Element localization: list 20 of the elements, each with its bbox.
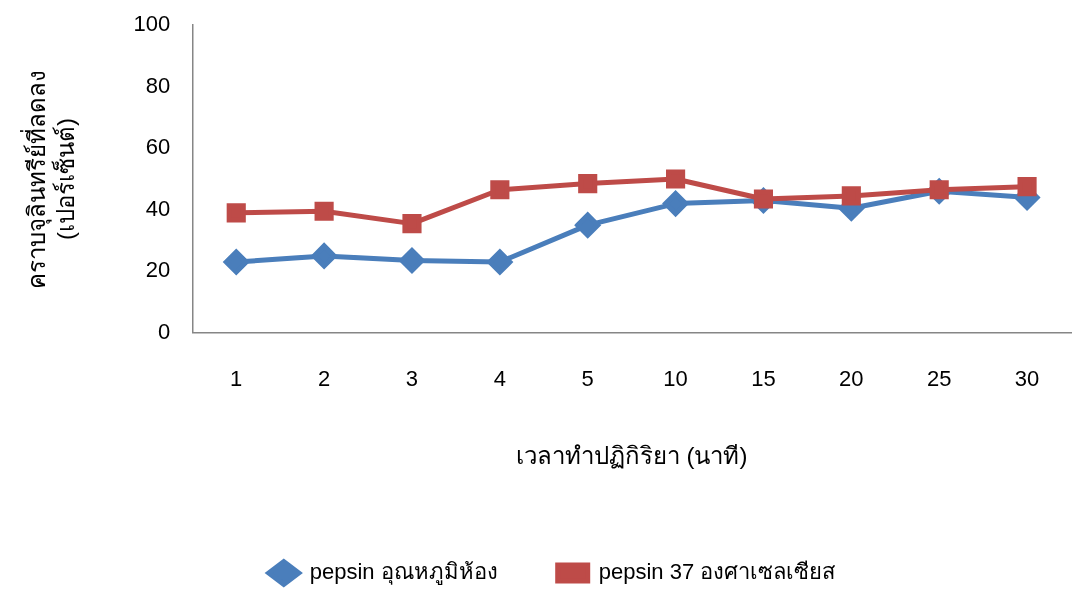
x-tick-label: 5 [581, 366, 594, 392]
x-tick-label: 3 [405, 366, 419, 392]
x-tick-label: 20 [839, 366, 864, 392]
legend-label: pepsin อุณหภูมิห้อง [309, 559, 498, 586]
y-tick-label: 40 [145, 195, 171, 221]
legend-label: pepsin 37 องศาเซลเซียส [598, 559, 837, 585]
y-tick-label: 20 [145, 257, 171, 283]
x-tick-label: 2 [317, 366, 331, 392]
y-tick-label: 80 [145, 72, 171, 98]
x-tick-label: 1 [230, 366, 243, 392]
y-tick-label: 60 [145, 134, 171, 160]
x-tick-label: 25 [926, 366, 952, 392]
y-tick-label: 0 [158, 318, 171, 344]
y-tick-label: 100 [133, 11, 171, 37]
x-tick-label: 4 [493, 366, 506, 392]
y-axis-title: คราบจุลินทรีย์ที่ลดลง (เปอร์เซ็นต์) [20, 69, 79, 289]
x-tick-label: 15 [751, 366, 776, 392]
x-tick-label: 30 [1014, 366, 1040, 392]
x-tick-label: 10 [663, 366, 688, 392]
x-axis-title: เวลาทำปฏิกิริยา (นาที) [515, 442, 748, 470]
